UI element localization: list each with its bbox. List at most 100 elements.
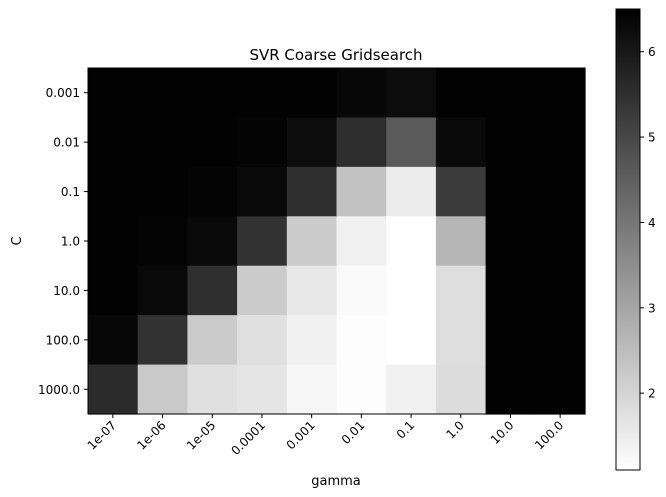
heatmap-cell [336, 117, 387, 168]
heatmap-cell [137, 68, 188, 119]
heatmap-cell [336, 315, 387, 366]
heatmap-cell [286, 68, 338, 119]
heatmap-cells [88, 68, 586, 415]
heatmap-cell [485, 265, 536, 316]
heatmap-cell [88, 117, 139, 168]
y-tick-label: 1.0 [61, 235, 80, 249]
heatmap-cell [535, 68, 586, 119]
heatmap-cell [386, 68, 437, 119]
heatmap-cell [137, 216, 188, 267]
heatmap-cell [485, 117, 536, 168]
colorbar-tick-label: 3 [648, 301, 656, 315]
heatmap-cell [535, 216, 586, 267]
heatmap-cell [187, 315, 238, 366]
heatmap-cell [386, 315, 437, 366]
y-axis-ticks: 0.001 0.01 0.1 1.0 10.0 100.0 1000.0 [38, 86, 88, 397]
chart-title: SVR Coarse Gridsearch [249, 46, 422, 64]
heatmap-cell [535, 166, 586, 217]
y-axis-label: C [10, 236, 25, 245]
heatmap-cell [286, 364, 338, 415]
heatmap-cell [88, 315, 139, 366]
x-tick-label: 1e-07 [85, 418, 119, 452]
colorbar-tick-label: 5 [648, 131, 656, 145]
heatmap-cell [535, 117, 586, 168]
x-axis-label: gamma [311, 474, 361, 489]
heatmap-cell [137, 166, 188, 217]
heatmap-cell [386, 216, 437, 267]
y-tick-label: 10.0 [53, 284, 80, 298]
x-tick-label: 1.0 [443, 418, 466, 441]
heatmap-cell [187, 265, 238, 316]
y-tick-label: 0.001 [46, 86, 80, 100]
y-tick-label: 0.1 [61, 185, 80, 199]
heatmap-cell [535, 265, 586, 316]
colorbar [615, 8, 641, 471]
heatmap-cell [88, 364, 139, 415]
heatmap-cell [485, 216, 536, 267]
heatmap-cell [485, 364, 536, 415]
heatmap-cell [137, 364, 188, 415]
colorbar-ticks: 2 3 4 5 6 [640, 45, 656, 401]
heatmap-cell [286, 216, 338, 267]
heatmap-cell [435, 216, 487, 267]
heatmap-cell [137, 315, 188, 366]
heatmap-cell [237, 315, 288, 366]
heatmap-cell [237, 216, 288, 267]
y-tick-label: 0.01 [53, 136, 80, 150]
y-tick-label: 1000.0 [38, 383, 80, 397]
heatmap-cell [485, 315, 536, 366]
heatmap-cell [336, 364, 387, 415]
heatmap-cell [286, 265, 338, 316]
heatmap-cell [386, 364, 437, 415]
heatmap-cell [336, 216, 387, 267]
heatmap-cell [435, 117, 487, 168]
colorbar-tick-label: 2 [648, 387, 656, 401]
heatmap-cell [535, 315, 586, 366]
heatmap-cell [435, 265, 487, 316]
heatmap-cell [336, 166, 387, 217]
colorbar-tick-label: 6 [648, 45, 656, 59]
heatmap-cell [237, 364, 288, 415]
heatmap-cell [88, 166, 139, 217]
heatmap-cell [485, 166, 536, 217]
heatmap-cell [137, 117, 188, 168]
heatmap-cell [336, 265, 387, 316]
heatmap-cell [187, 68, 238, 119]
x-axis-ticks: 1e-07 1e-06 1e-05 0.0001 0.001 0.01 0.1 1.0 10.0… [85, 414, 566, 458]
heatmap-cell [187, 117, 238, 168]
y-tick-label: 100.0 [46, 333, 80, 347]
x-tick-label: 1e-05 [184, 418, 218, 452]
x-tick-label: 0.001 [284, 418, 318, 452]
heatmap-cell [237, 68, 288, 119]
heatmap-cell [137, 265, 188, 316]
heatmap-cell [286, 315, 338, 366]
heatmap-cell [386, 117, 437, 168]
heatmap-cell [435, 315, 487, 366]
heatmap-cell [237, 265, 288, 316]
x-tick-label: 10.0 [488, 418, 517, 447]
heatmap-cell [187, 216, 238, 267]
heatmap-cell [187, 364, 238, 415]
heatmap-cell [88, 265, 139, 316]
heatmap-cell [336, 68, 387, 119]
heatmap-cell [386, 265, 437, 316]
heatmap-cell [286, 166, 338, 217]
x-tick-label: 0.0001 [228, 418, 268, 458]
heatmap-cell [535, 364, 586, 415]
heatmap-cell [386, 166, 437, 217]
x-tick-label: 0.01 [339, 418, 368, 447]
heatmap-cell [88, 216, 139, 267]
x-tick-label: 0.1 [394, 418, 417, 441]
heatmap-cell [435, 364, 487, 415]
x-tick-label: 1e-06 [134, 418, 168, 452]
heatmap-cell [237, 166, 288, 217]
heatmap-cell [187, 166, 238, 217]
heatmap-cell [485, 68, 536, 119]
heatmap-cell [237, 117, 288, 168]
heatmap-cell [88, 68, 139, 119]
heatmap-cell [286, 117, 338, 168]
heatmap-cell [435, 166, 487, 217]
heatmap-cell [435, 68, 487, 119]
colorbar-tick-label: 4 [648, 216, 656, 230]
